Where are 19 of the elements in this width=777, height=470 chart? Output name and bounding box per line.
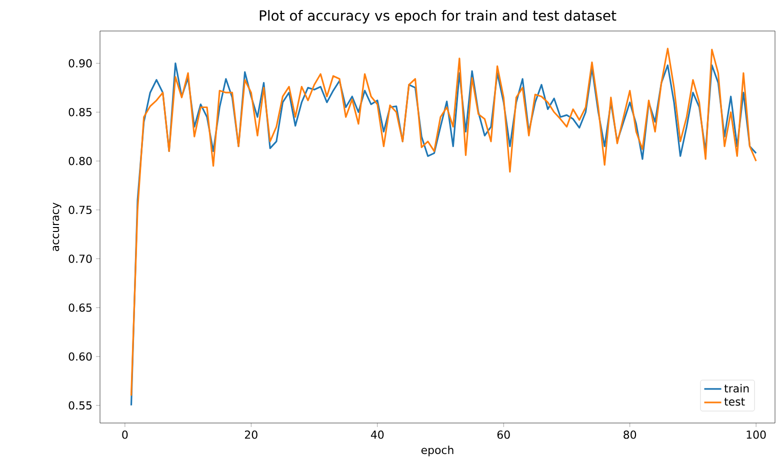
y-tick-label: 0.55 (68, 401, 92, 410)
legend-label: train (724, 384, 749, 393)
y-tick-label: 0.80 (68, 156, 92, 166)
x-tick-label: 0 (122, 430, 128, 439)
y-tick-label: 0.75 (68, 206, 92, 214)
x-tick-label: 40 (370, 430, 384, 439)
y-axis-title: accuracy (52, 202, 62, 252)
chart-title: Plot of accuracy vs epoch for train and test dataset (260, 10, 616, 24)
y-tick-label: 0.60 (68, 352, 92, 361)
y-tick-label: 0.90 (68, 59, 92, 68)
x-tick-label: 20 (244, 430, 258, 439)
legend-label: test (724, 398, 745, 406)
x-axis-title: epoch (421, 446, 454, 456)
y-tick-label: 0.85 (68, 108, 92, 116)
x-tick-label: 60 (497, 430, 510, 439)
y-tick-label: 0.65 (68, 304, 92, 312)
x-tick-label: 80 (624, 430, 636, 439)
x-tick-label: 100 (746, 430, 766, 439)
y-tick-label: 0.70 (68, 254, 92, 263)
